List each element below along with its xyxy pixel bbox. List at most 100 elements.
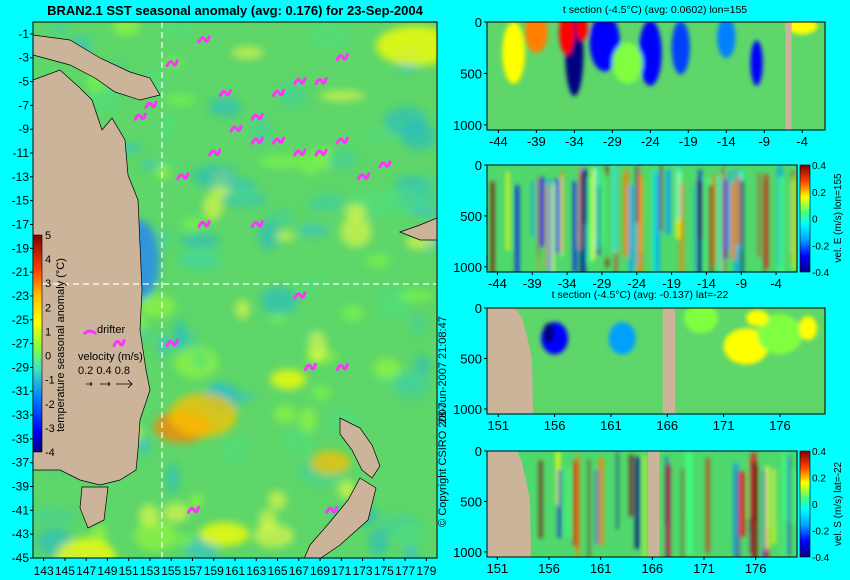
anomaly-patch <box>275 231 296 241</box>
panel2-axes: -44 -39 -34 -29 -24 -19 -14 -9 -4 0 500 1000 <box>453 158 782 291</box>
velocity-stripe <box>638 175 643 272</box>
velocity-stripe <box>537 175 540 272</box>
map-y-tick-label: -29 <box>12 360 30 374</box>
velocity-legend-title: velocity (m/s) <box>78 351 143 363</box>
panel3-land <box>662 308 676 414</box>
velocity-stripe <box>722 167 725 272</box>
drifter-track <box>293 148 307 157</box>
drifter-track <box>197 35 211 44</box>
panel4-field <box>490 451 797 557</box>
anomaly-patch <box>161 22 195 39</box>
velocity-stripe <box>555 451 561 505</box>
anomaly-patch <box>799 316 818 341</box>
velocity-stripe <box>787 455 790 556</box>
map-x-tick-label: 159 <box>204 564 224 578</box>
anomaly-patch <box>393 523 425 547</box>
velocity-stripe <box>782 452 787 521</box>
timestamp-label: 28-Jun-2007 21:08:47 <box>437 316 449 424</box>
map-x-tick-label: 161 <box>225 564 245 578</box>
velocity-stripe <box>588 459 590 557</box>
anomaly-patch <box>230 186 261 202</box>
anomaly-patch <box>273 405 297 424</box>
panel2-colorbar-label: vel. E (m/s) lon=155 <box>833 173 844 263</box>
drifter-track <box>165 339 179 348</box>
velocity-colorbar-tick-label: 0.2 <box>812 188 826 199</box>
velocity-stripe <box>592 167 599 250</box>
velocity-stripe <box>515 185 520 272</box>
new-guinea-landmass <box>33 34 161 101</box>
anomaly-patch <box>325 149 359 170</box>
anomaly-patch <box>299 151 320 176</box>
anomaly-patch <box>524 22 548 53</box>
map-y-tick-label: -33 <box>12 408 30 422</box>
panel-x-tick-label: -24 <box>641 134 660 149</box>
panel-y-tick-label: 0 <box>475 301 482 316</box>
panel3-field <box>541 308 818 365</box>
velocity-stripe <box>665 169 671 235</box>
drifter-track <box>272 136 286 145</box>
velocity-stripe <box>688 453 694 555</box>
panel-y-tick-label: 500 <box>460 351 482 366</box>
panel4-frame <box>486 450 798 558</box>
panel-x-tick-label: -19 <box>662 276 681 291</box>
anomaly-patch <box>409 313 426 336</box>
velocity-stripe <box>616 451 619 530</box>
map-y-tick-label: -43 <box>12 527 30 541</box>
map-y-tick-label: -1 <box>18 27 29 41</box>
panel-x-tick-label: 156 <box>538 561 560 576</box>
map-y-tick-label: -31 <box>12 384 30 398</box>
anomaly-patch <box>787 22 818 35</box>
velocity-colorbar-tick-label: 0.4 <box>812 161 826 172</box>
anomaly-colorbar-tick-label: 2 <box>45 302 51 314</box>
new-zealand-landmass <box>303 417 381 558</box>
map-y-tick-label: -9 <box>18 122 29 136</box>
velocity-stripe <box>655 172 660 272</box>
velocity-stripe <box>794 468 797 524</box>
velocity-stripe <box>506 171 510 251</box>
island-landmass <box>399 217 437 241</box>
velocity-colorbar-tick-label: -0.4 <box>812 268 830 279</box>
anomaly-patch <box>383 106 428 136</box>
panel-temp-lat22: t section (-4.5°C) (avg: -0.137) lat=-22… <box>453 289 826 433</box>
drifter-track <box>314 77 328 86</box>
velocity-stripe <box>749 456 753 554</box>
map-x-tick-label: 171 <box>331 564 351 578</box>
velocity-colorbar-tick-label: -0.2 <box>812 527 830 538</box>
anomaly-patch <box>559 22 575 55</box>
panel-x-tick-label: -29 <box>593 276 612 291</box>
anomaly-patch <box>502 22 525 84</box>
anomaly-patch <box>391 306 409 320</box>
map-x-tick-label: 175 <box>374 564 394 578</box>
velocity-stripe <box>730 182 736 260</box>
velocity-stripe <box>490 181 495 272</box>
velocity-stripe <box>591 169 596 260</box>
map-y-tick-label: -11 <box>13 146 30 160</box>
panel-x-tick-label: -39 <box>527 134 546 149</box>
velocity-stripe <box>601 173 604 246</box>
velocity-stripe <box>612 165 617 252</box>
velocity-stripe <box>712 173 716 266</box>
anomaly-patch <box>156 164 170 181</box>
anomaly-colorbar-tick-label: -1 <box>45 375 55 387</box>
panel2-field <box>490 165 796 272</box>
velocity-stripe <box>539 177 545 247</box>
velocity-stripe <box>605 176 609 257</box>
velocity-colorbar-tick-label: 0.4 <box>812 447 826 458</box>
velocity-stripe <box>772 469 776 545</box>
anomaly-patch <box>297 224 329 237</box>
anomaly-patch <box>612 42 643 84</box>
anomaly-patch <box>199 522 250 547</box>
panel3-title: t section (-4.5°C) (avg: -0.137) lat=-22 <box>552 289 729 301</box>
drifter-track <box>293 77 307 86</box>
anomaly-colorbar-tick-label: 3 <box>45 278 51 290</box>
map-y-axis: -1 -3 -5 -7 -9 -11 -13 -15 -17 -19 -21 -23 -25 -27 -29… <box>12 27 33 565</box>
velocity-stripe <box>539 460 543 539</box>
anomaly-patch <box>310 192 347 211</box>
velocity-stripe <box>706 457 710 554</box>
map-y-tick-label: -7 <box>18 98 29 112</box>
drifter-track <box>293 291 307 300</box>
panel3-land-profile <box>487 308 533 414</box>
velocity-stripe <box>704 178 710 272</box>
map-y-tick-label: -17 <box>12 217 30 231</box>
panel2-colorbar-ticks: 0.4 0.2 0 -0.2 -0.4 <box>812 161 830 279</box>
